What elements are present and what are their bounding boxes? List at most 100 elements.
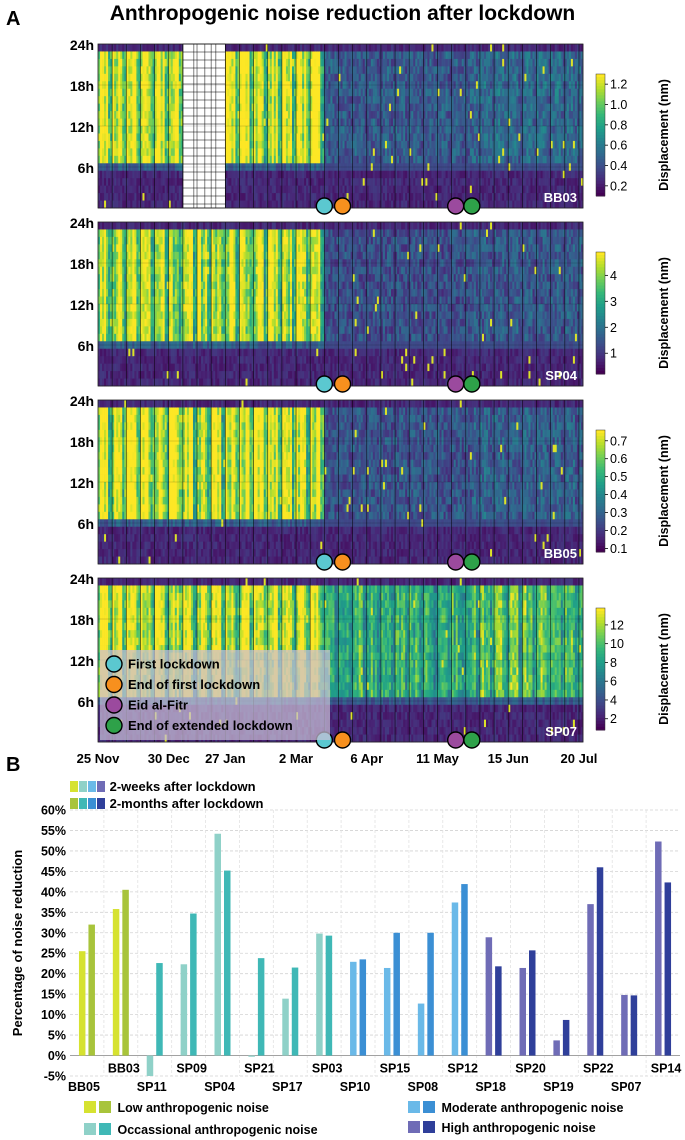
heatmap-cell: [128, 104, 130, 112]
heatmap-cell: [159, 193, 161, 201]
heatmap-cell: [256, 104, 258, 112]
heatmap-cell: [312, 171, 314, 179]
heatmap-cell: [244, 44, 246, 52]
heatmap-cell: [500, 133, 502, 141]
heatmap-cell: [290, 156, 292, 164]
heatmap-cell: [157, 178, 159, 186]
heatmap-cell: [349, 89, 351, 97]
heatmap-cell: [440, 96, 442, 104]
heatmap-cell: [260, 126, 262, 134]
heatmap-cell: [225, 59, 227, 67]
heatmap-cell: [312, 156, 314, 164]
heatmap-cell: [361, 126, 363, 134]
heatmap-cell: [142, 193, 144, 201]
heatmap-cell: [488, 193, 490, 201]
heatmap-cell: [579, 89, 581, 97]
heatmap-cell: [159, 178, 161, 186]
heatmap-cell: [391, 171, 393, 179]
heatmap-cell: [241, 193, 243, 201]
heatmap-cell: [470, 133, 472, 141]
heatmap-cell: [553, 44, 555, 52]
heatmap-cell: [405, 119, 407, 127]
heatmap-cell: [409, 156, 411, 164]
heatmap-cell: [472, 44, 474, 52]
heatmap-cell: [530, 193, 532, 201]
heatmap-cell: [423, 186, 425, 194]
heatmap-cell: [383, 148, 385, 156]
heatmap-cell: [530, 119, 532, 127]
heatmap-cell: [567, 148, 569, 156]
heatmap-cell: [130, 119, 132, 127]
heatmap-cell: [341, 156, 343, 164]
heatmap-cell: [347, 66, 349, 74]
heatmap-cell: [112, 178, 114, 186]
heatmap-cell: [409, 148, 411, 156]
heatmap-cell: [480, 148, 482, 156]
colorbar-segment: [596, 98, 605, 102]
heatmap-cell: [395, 186, 397, 194]
heatmap-cell: [367, 44, 369, 52]
heatmap-cell: [482, 89, 484, 97]
heatmap-cell: [284, 89, 286, 97]
heatmap-cell: [161, 178, 163, 186]
heatmap-cell: [555, 111, 557, 119]
heatmap-cell: [522, 193, 524, 201]
heatmap-cell: [579, 74, 581, 82]
heatmap-cell: [516, 51, 518, 59]
heatmap-cell: [250, 51, 252, 59]
heatmap-cell: [314, 141, 316, 149]
heatmap-cell: [427, 201, 429, 209]
heatmap-cell: [510, 133, 512, 141]
heatmap-cell: [155, 201, 157, 209]
heatmap-cell: [512, 66, 514, 74]
heatmap-cell: [108, 148, 110, 156]
heatmap-cell: [108, 96, 110, 104]
heatmap-cell: [530, 59, 532, 67]
heatmap-cell: [130, 133, 132, 141]
heatmap-cell: [353, 186, 355, 194]
heatmap-cell: [446, 74, 448, 82]
heatmap-cell: [173, 141, 175, 149]
heatmap-cell: [173, 126, 175, 134]
heatmap-cell: [466, 119, 468, 127]
heatmap-cell: [573, 66, 575, 74]
heatmap-cell: [569, 89, 571, 97]
heatmap-cell: [343, 51, 345, 59]
heatmap-cell: [543, 96, 545, 104]
heatmap-cell: [244, 111, 246, 119]
heatmap-cell: [375, 186, 377, 194]
heatmap-cell: [427, 59, 429, 67]
heatmap-cell: [391, 133, 393, 141]
heatmap-cell: [151, 148, 153, 156]
heatmap-cell: [302, 201, 304, 209]
heatmap-cell: [264, 186, 266, 194]
heatmap-cell: [526, 74, 528, 82]
heatmap-cell: [541, 96, 543, 104]
heatmap-cell: [539, 156, 541, 164]
heatmap-cell: [545, 66, 547, 74]
heatmap-cell: [522, 178, 524, 186]
heatmap-cell: [290, 186, 292, 194]
heatmap-cell: [239, 51, 241, 59]
heatmap-cell: [361, 178, 363, 186]
heatmap-cell: [165, 186, 167, 194]
heatmap-cell: [395, 44, 397, 52]
heatmap-cell: [373, 126, 375, 134]
heatmap-cell: [151, 178, 153, 186]
heatmap-cell: [239, 193, 241, 201]
heatmap-cell: [347, 171, 349, 179]
heatmap-cell: [134, 74, 136, 82]
heatmap-cell: [278, 111, 280, 119]
heatmap-cell: [268, 156, 270, 164]
heatmap-cell: [494, 89, 496, 97]
heatmap-cell: [571, 74, 573, 82]
heatmap-cell: [462, 74, 464, 82]
heatmap-cell: [112, 193, 114, 201]
heatmap-cell: [250, 171, 252, 179]
heatmap-cell: [353, 74, 355, 82]
heatmap-cell: [553, 171, 555, 179]
heatmap-cell: [256, 186, 258, 194]
heatmap-cell: [136, 178, 138, 186]
heatmap-cell: [508, 119, 510, 127]
heatmap-cell: [466, 89, 468, 97]
